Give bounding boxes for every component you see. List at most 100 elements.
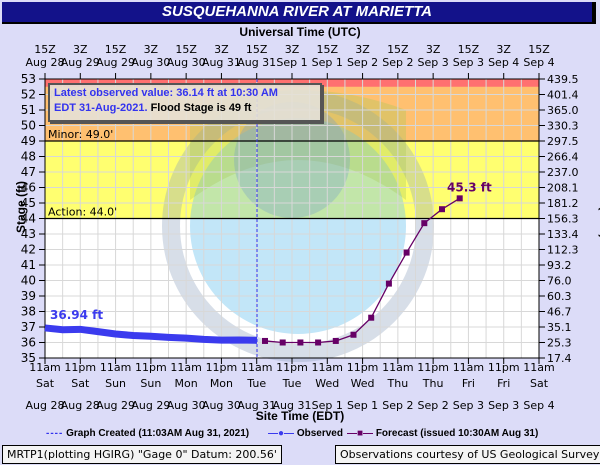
flow-tick-label: 365.0 <box>547 104 579 117</box>
action-label: Action: 44.0' <box>48 206 117 219</box>
chart-title: SUSQUEHANNA RIVER AT MARIETTA <box>2 2 596 24</box>
utc-tick-label: 15Z Sep 1 <box>311 43 343 69</box>
stage-tick-label: 53 <box>21 72 36 86</box>
edt-tick-label: 11am Thu Sep 2 <box>382 361 414 412</box>
edt-tick-label: 11am Sat Sep 4 <box>523 361 555 412</box>
utc-tick-label: 15Z Aug 30 <box>166 43 206 69</box>
edt-tick-label: 11am Tue Aug 31 <box>237 361 277 412</box>
flow-tick-label: 76.0 <box>547 275 572 288</box>
dashed-line-icon: ---- <box>46 428 64 439</box>
flow-tick-label: 35.1 <box>547 321 572 334</box>
observed-value-label: 36.94 ft <box>50 308 103 322</box>
stage-tick-label: 47 <box>21 165 36 179</box>
stage-tick-label: 38 <box>21 305 36 319</box>
observed-series <box>44 324 258 344</box>
utc-tick-label: 3Z Aug 30 <box>131 43 171 69</box>
flow-tick-label: 25.3 <box>547 337 572 350</box>
edt-tick-label: 11am Mon Aug 30 <box>166 361 206 412</box>
legend-forecast: —■— Forecast (issued 10:30AM Aug 31) <box>347 428 539 439</box>
stage-tick-label: 46 <box>21 181 36 195</box>
latest-value-date: EDT 31-Aug-2021. <box>54 102 148 114</box>
edt-tick-label: 11am Sat Aug 28 <box>25 361 65 412</box>
edt-tick-label: 11am Sun Aug 29 <box>96 361 136 412</box>
stage-tick-label: 52 <box>21 88 36 102</box>
stage-tick-label: 50 <box>21 119 36 133</box>
flow-tick-label: 93.2 <box>547 259 572 272</box>
utc-tick-label: 15Z Aug 31 <box>237 43 277 69</box>
forecast-point <box>385 280 392 287</box>
forecast-marker-icon: —■— <box>347 428 374 439</box>
utc-axis-title: Universal Time (UTC) <box>239 25 361 39</box>
forecast-point <box>262 337 268 344</box>
stage-tick-label: 39 <box>21 289 36 303</box>
stage-tick-label: 36 <box>21 336 36 350</box>
utc-tick-label: 3Z Sep 2 <box>346 43 379 69</box>
observed-marker-icon: —●— <box>268 428 295 439</box>
stage-tick-label: 37 <box>21 320 36 334</box>
utc-tick-label: 15Z Sep 2 <box>382 43 414 69</box>
latest-value-box: Latest observed value: 36.14 ft at 10:30… <box>48 83 322 122</box>
minor-label: Minor: 49.0' <box>48 128 113 141</box>
stage-tick-label: 44 <box>21 212 36 226</box>
edt-tick-label: 11pm Fri Sep 3 <box>487 361 520 412</box>
utc-tick-label: 15Z Aug 28 <box>25 43 65 69</box>
forecast-point <box>368 314 375 321</box>
flow-tick-label: 237.0 <box>547 166 579 179</box>
edt-tick-label: 11am Wed Sep 1 <box>311 361 343 412</box>
flow-tick-label: 266.4 <box>547 151 579 164</box>
edt-tick-label: 11pm Tue Aug 31 <box>272 361 312 412</box>
forecast-point <box>279 339 286 346</box>
flow-tick-label: 181.2 <box>547 197 579 210</box>
edt-tick-label: 11am Fri Sep 3 <box>452 361 485 412</box>
stage-tick-label: 45 <box>21 196 36 210</box>
stage-tick-label: 49 <box>21 134 36 148</box>
forecast-point <box>315 339 322 346</box>
forecast-point <box>297 339 304 346</box>
forecast-point <box>439 206 445 213</box>
utc-tick-label: 3Z Aug 31 <box>201 43 241 69</box>
edt-tick-label: 11pm Thu Sep 2 <box>417 361 449 412</box>
forecast-value-label: 45.3 ft <box>447 180 492 194</box>
forecast-point <box>421 220 428 227</box>
flow-tick-label: 17.4 <box>547 352 572 365</box>
stage-tick-label: 42 <box>21 243 36 257</box>
legend-graph-created: ---- Graph Created (11:03AM Aug 31, 2021… <box>46 428 250 439</box>
flow-tick-label: 208.1 <box>547 182 579 195</box>
flood-stage-text: Flood Stage is 49 ft <box>147 102 252 114</box>
flow-tick-label: 401.4 <box>547 89 579 102</box>
flow-tick-label: 112.3 <box>547 244 579 257</box>
edt-tick-label: 11pm Wed Sep 1 <box>346 361 379 412</box>
flow-tick-label: 156.3 <box>547 213 579 226</box>
stage-tick-label: 48 <box>21 150 36 164</box>
stage-axis-title: Stage (ft) <box>14 181 28 233</box>
utc-tick-label: 15Z Sep 3 <box>452 43 485 69</box>
stage-tick-label: 35 <box>21 351 36 365</box>
flow-tick-label: 439.5 <box>547 73 579 86</box>
stage-tick-label: 40 <box>21 274 36 288</box>
stage-tick-label: 41 <box>21 258 36 272</box>
latest-value-line1: Latest observed value: 36.14 ft at 10:30… <box>54 87 278 99</box>
utc-tick-label: 15Z Sep 4 <box>523 43 555 69</box>
utc-tick-label: 15Z Aug 29 <box>96 43 136 69</box>
forecast-point <box>332 337 339 344</box>
edt-tick-label: 11pm Sat Aug 28 <box>60 361 100 412</box>
datum-info: MRTP1(plotting HGIRG) "Gage 0" Datum: 20… <box>2 445 282 464</box>
stage-tick-label: 43 <box>21 227 36 241</box>
flow-tick-label: 46.7 <box>547 306 572 319</box>
forecast-point <box>403 249 410 256</box>
flow-tick-label: 330.3 <box>547 120 579 133</box>
utc-tick-label: 3Z Aug 29 <box>60 43 100 69</box>
utc-tick-label: 3Z Sep 1 <box>276 43 308 69</box>
flow-tick-label: 60.3 <box>547 290 572 303</box>
forecast-point <box>456 195 463 202</box>
usgs-credit: Observations courtesy of US Geological S… <box>335 445 600 464</box>
forecast-point <box>350 331 357 338</box>
site-time-axis-title: Site Time (EDT) <box>255 409 345 423</box>
utc-tick-label: 3Z Sep 3 <box>417 43 449 69</box>
edt-tick-label: 11pm Sun Aug 29 <box>131 361 171 412</box>
edt-tick-label: 11pm Mon Aug 30 <box>201 361 241 412</box>
flow-tick-label: 133.4 <box>547 228 579 241</box>
legend-observed: —●— Observed <box>268 428 343 439</box>
flow-tick-label: 297.5 <box>547 135 579 148</box>
stage-tick-label: 51 <box>21 103 36 117</box>
